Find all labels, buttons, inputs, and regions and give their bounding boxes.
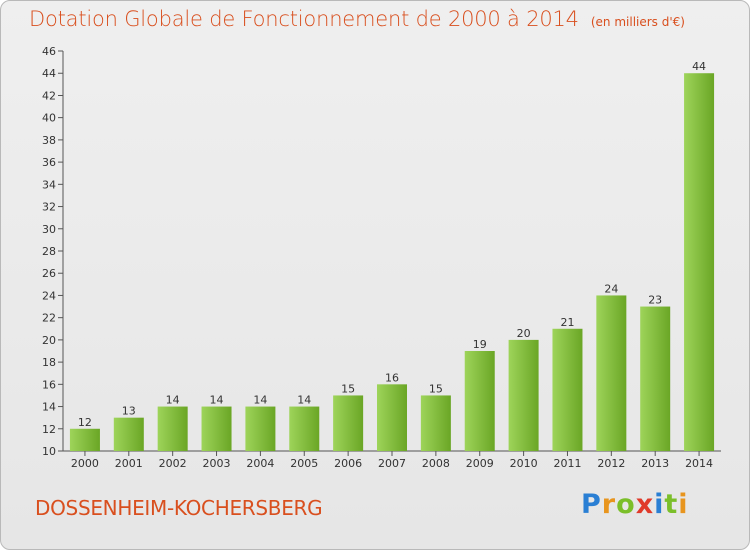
x-tick-label-2003: 2003 xyxy=(203,457,231,470)
bar-2011 xyxy=(552,328,583,451)
bar-2001 xyxy=(113,417,144,451)
chart-title: Dotation Globale de Fonctionnement de 20… xyxy=(29,7,685,31)
y-tick-label: 28 xyxy=(42,245,56,258)
bar-2003 xyxy=(201,406,232,451)
logo-letter: r xyxy=(601,489,617,520)
x-tick-label-2004: 2004 xyxy=(246,457,274,470)
y-tick-label: 30 xyxy=(42,223,56,236)
bar-2010 xyxy=(508,339,539,451)
x-tick-label-2013: 2013 xyxy=(641,457,669,470)
logo-letter: i xyxy=(678,489,689,520)
x-tick-label-2005: 2005 xyxy=(290,457,318,470)
logo-letter: i xyxy=(654,489,665,520)
data-label-2009: 19 xyxy=(473,338,487,351)
x-tick-label-2008: 2008 xyxy=(422,457,450,470)
y-tick-label: 22 xyxy=(42,312,56,325)
bar-2002 xyxy=(157,406,188,451)
logo-letter: x xyxy=(635,489,655,520)
y-tick-label: 46 xyxy=(42,45,56,58)
x-tick-label-2011: 2011 xyxy=(553,457,581,470)
x-tick-label-2002: 2002 xyxy=(159,457,187,470)
y-tick-label: 12 xyxy=(42,423,56,436)
data-label-2008: 15 xyxy=(429,382,443,395)
bar-2012 xyxy=(596,295,627,451)
logo-letter: o xyxy=(616,489,636,520)
logo-letter: t xyxy=(664,489,679,520)
data-label-2012: 24 xyxy=(604,282,618,295)
x-tick-label-2007: 2007 xyxy=(378,457,406,470)
x-tick-label-2000: 2000 xyxy=(71,457,99,470)
x-tick-label-2012: 2012 xyxy=(597,457,625,470)
y-tick-label: 44 xyxy=(42,67,56,80)
data-label-2000: 12 xyxy=(78,416,92,429)
data-label-2002: 14 xyxy=(166,394,180,407)
data-label-2003: 14 xyxy=(210,394,224,407)
proxiti-logo[interactable]: Proxiti xyxy=(581,489,689,520)
y-tick-label: 42 xyxy=(42,89,56,102)
data-label-2007: 16 xyxy=(385,371,399,384)
y-tick-label: 38 xyxy=(42,134,56,147)
chart-bars: 12 13 14 14 14 14 15 16 15 19 20 21 24 23 44 xyxy=(69,60,715,451)
x-tick-label-2010: 2010 xyxy=(510,457,538,470)
data-label-2010: 20 xyxy=(517,327,531,340)
y-tick-label: 24 xyxy=(42,289,56,302)
bar-2013 xyxy=(640,306,671,451)
bar-2008 xyxy=(420,395,451,451)
title-text: Dotation Globale de Fonctionnement de 20… xyxy=(29,7,579,31)
bar-2009 xyxy=(464,351,495,451)
y-tick-label: 20 xyxy=(42,334,56,347)
bar-2007 xyxy=(377,384,407,451)
unit-label: (en milliers d'€) xyxy=(590,15,685,29)
x-tick-label-2001: 2001 xyxy=(115,457,143,470)
bar-2006 xyxy=(333,395,364,451)
bar-2000 xyxy=(69,428,100,451)
data-label-2005: 14 xyxy=(297,394,311,407)
y-tick-label: 18 xyxy=(42,356,56,369)
data-label-2013: 23 xyxy=(648,294,662,307)
y-tick-label: 32 xyxy=(42,201,56,214)
y-tick-label: 14 xyxy=(42,401,56,414)
chart-axes: 10 12 14 16 18 20 22 24 26 28 30 32 34 36 38 40 42 44 46 20… xyxy=(42,45,721,470)
y-tick-label: 40 xyxy=(42,112,56,125)
bar-2014 xyxy=(684,73,715,451)
data-label-2004: 14 xyxy=(253,394,267,407)
x-tick-label-2009: 2009 xyxy=(466,457,494,470)
data-label-2001: 13 xyxy=(122,405,136,418)
x-tick-label-2014: 2014 xyxy=(685,457,713,470)
data-label-2014: 44 xyxy=(692,60,706,73)
y-tick-label: 36 xyxy=(42,156,56,169)
x-tick-label-2006: 2006 xyxy=(334,457,362,470)
y-tick-label: 10 xyxy=(42,445,56,458)
y-tick-label: 34 xyxy=(42,178,56,191)
y-tick-label: 26 xyxy=(42,267,56,280)
commune-name: DOSSENHEIM-KOCHERSBERG xyxy=(35,496,323,520)
logo-letter: P xyxy=(581,489,602,520)
data-label-2011: 21 xyxy=(560,316,574,329)
data-label-2006: 15 xyxy=(341,382,355,395)
bar-2005 xyxy=(289,406,320,451)
y-tick-label: 16 xyxy=(42,378,56,391)
bar-2004 xyxy=(245,406,276,451)
